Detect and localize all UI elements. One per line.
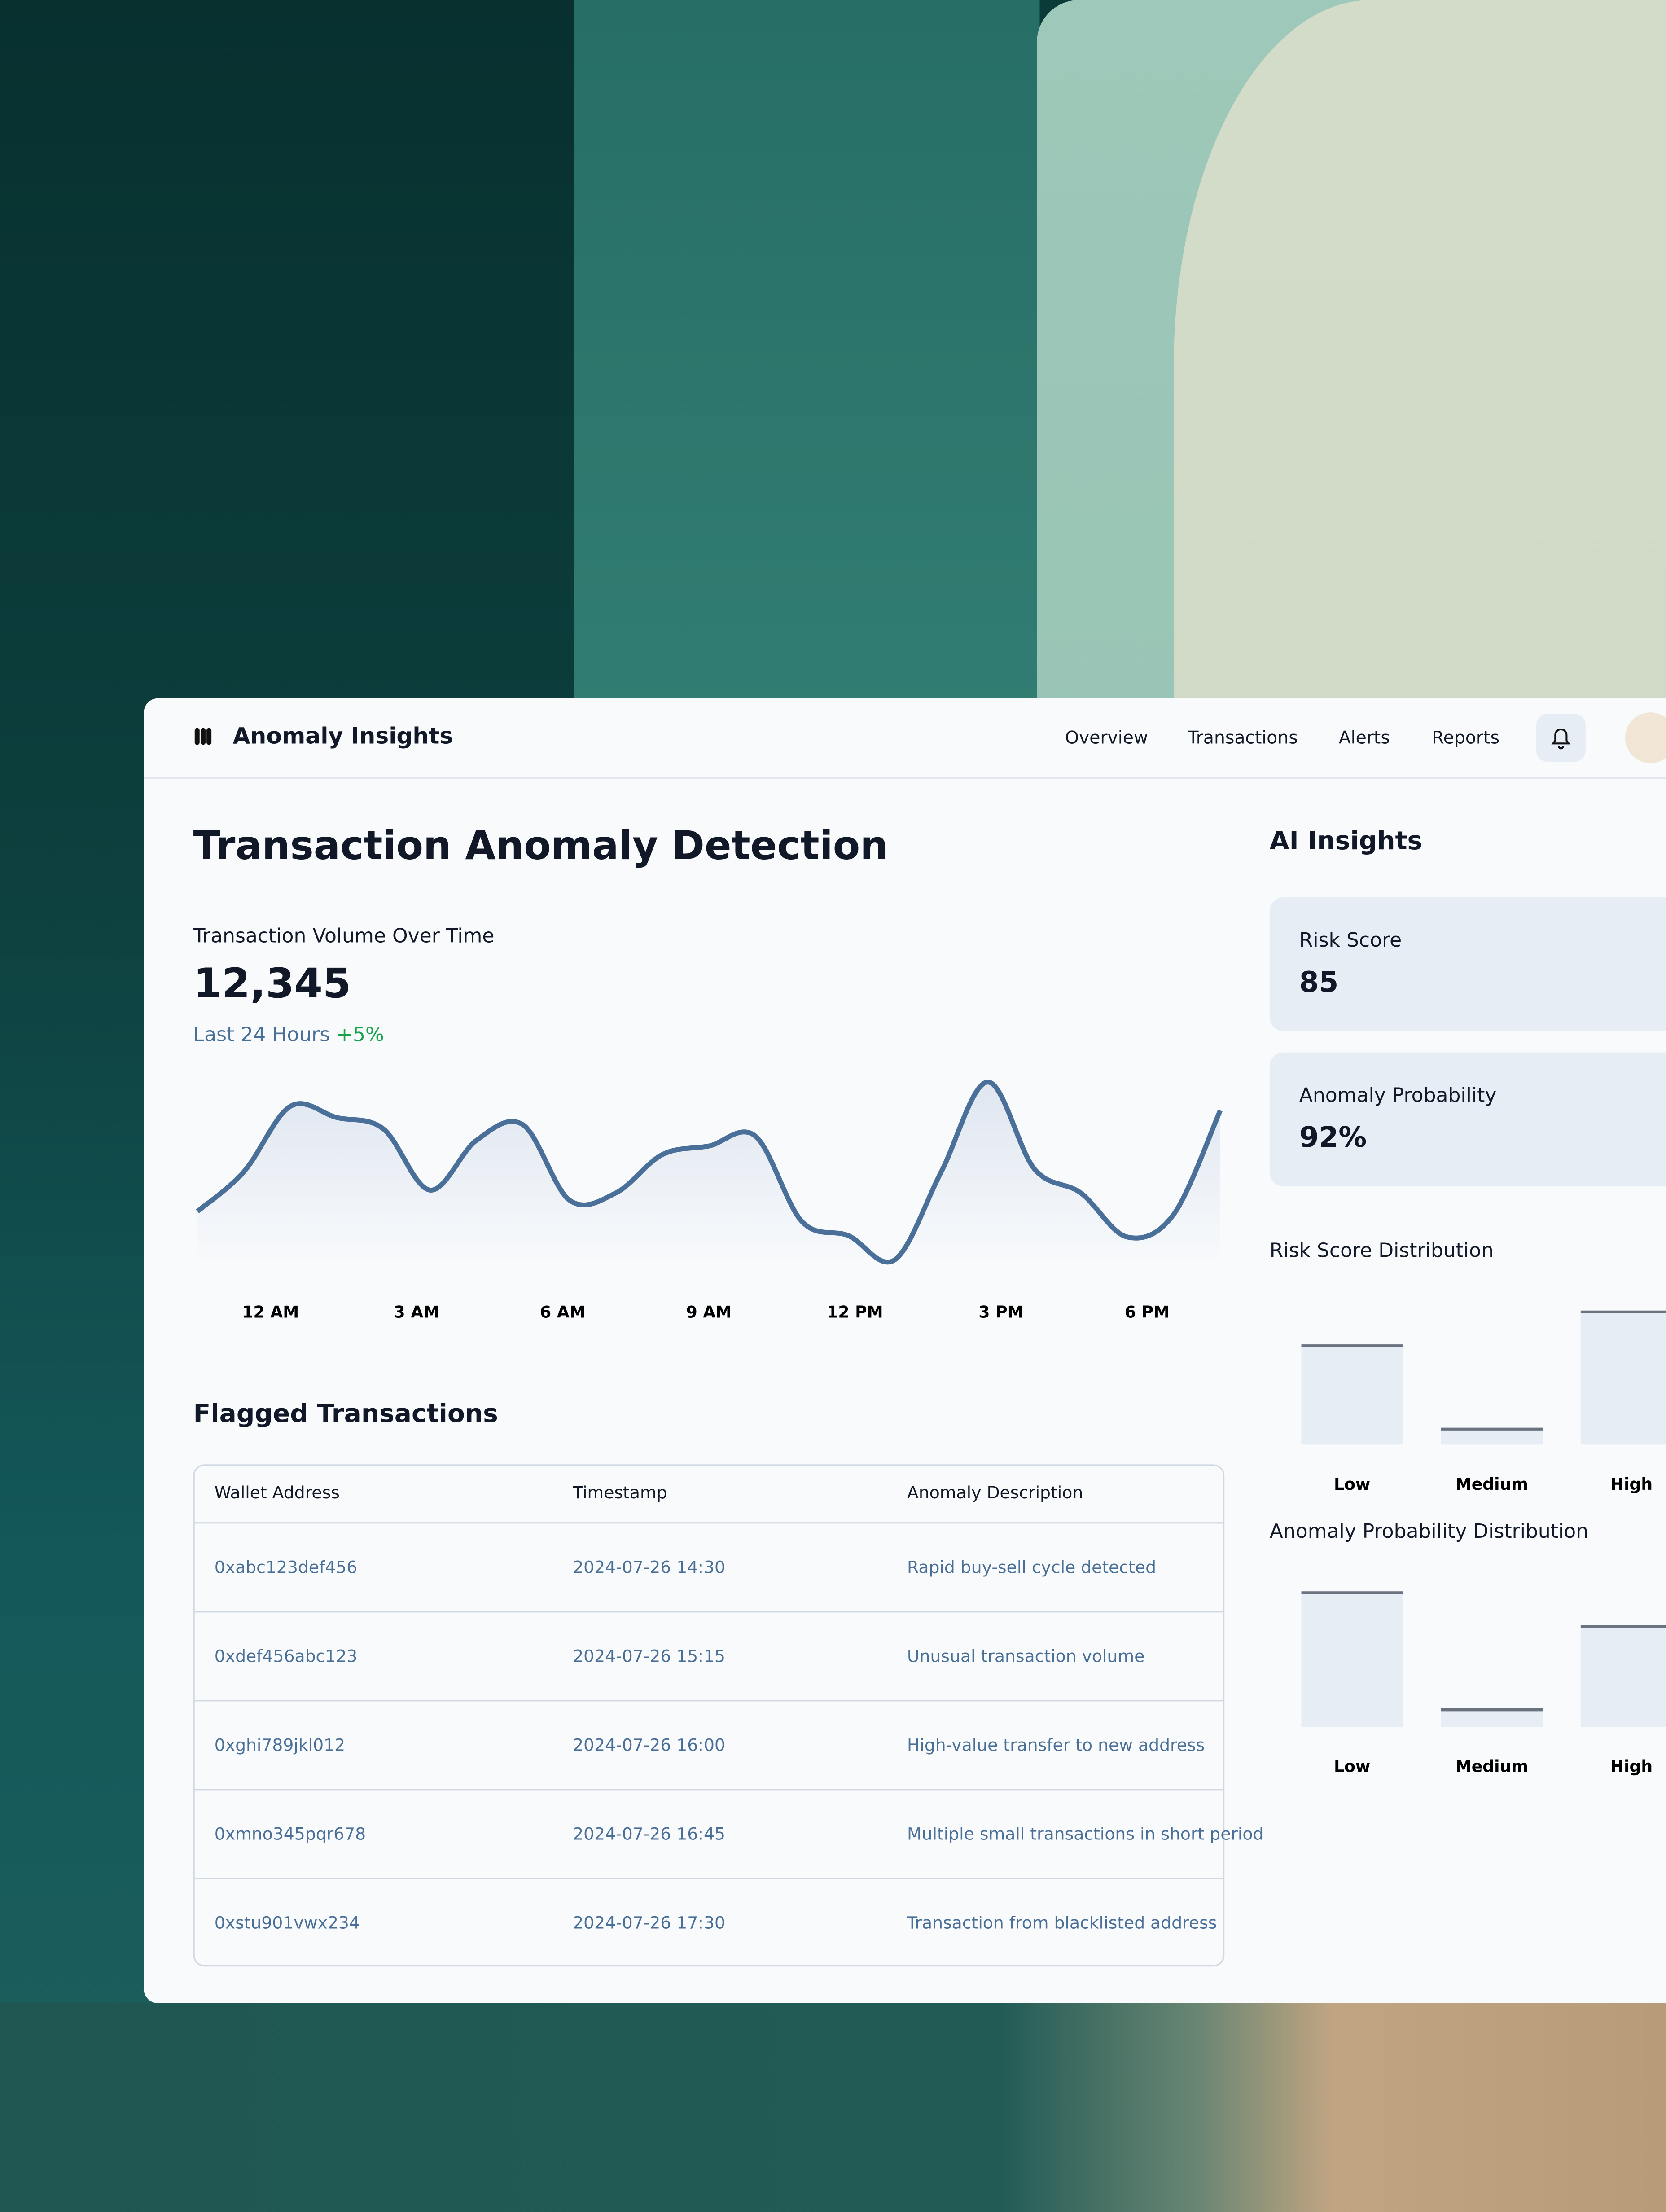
nav-item[interactable]: Reports bbox=[1432, 726, 1499, 748]
card-label: Risk Score bbox=[1299, 930, 1402, 952]
cell: High-value transfer to new address bbox=[907, 1734, 1205, 1755]
x-tick-label: Medium bbox=[1456, 1475, 1528, 1494]
x-tick-label: 3 PM bbox=[978, 1302, 1023, 1321]
x-tick-label: Low bbox=[1334, 1756, 1370, 1776]
bar bbox=[1301, 1346, 1403, 1445]
volume-period: Last 24 Hours +5% bbox=[193, 1024, 384, 1047]
volume-value: 12,345 bbox=[193, 959, 351, 1008]
cell: 2024-07-26 17:30 bbox=[573, 1912, 725, 1932]
nav-item[interactable]: Transactions bbox=[1188, 726, 1298, 748]
charts: 12 AM 3 AM 6 AM 9 AM 12 PM 3 PM 6 PM Low Medium H… bbox=[196, 1080, 1666, 1776]
cell: 0xdef456abc123 bbox=[214, 1646, 358, 1666]
bar bbox=[1441, 1710, 1543, 1727]
insight-card bbox=[1269, 1052, 1666, 1187]
bg-bottom bbox=[0, 2003, 1666, 2212]
cell: 2024-07-26 15:15 bbox=[573, 1646, 725, 1666]
cell: Rapid buy-sell cycle detected bbox=[907, 1557, 1157, 1577]
x-tick-label: 6 AM bbox=[540, 1302, 586, 1321]
bell-icon bbox=[1551, 728, 1571, 750]
column-header: Anomaly Description bbox=[907, 1483, 1083, 1503]
chart-title: Anomaly Probability Distribution bbox=[1269, 1521, 1589, 1544]
row-border bbox=[194, 1789, 1223, 1791]
cell: 2024-07-26 16:00 bbox=[573, 1734, 725, 1755]
insight-card bbox=[1269, 897, 1666, 1031]
x-tick-label: 6 PM bbox=[1125, 1302, 1170, 1321]
nav-item[interactable]: Alerts bbox=[1338, 726, 1390, 748]
column-header: Wallet Address bbox=[214, 1483, 340, 1503]
area bbox=[197, 1082, 1220, 1264]
card-label: Anomaly Probability bbox=[1299, 1084, 1497, 1108]
table-title: Flagged Transactions bbox=[193, 1399, 498, 1429]
brand: Anomaly Insights bbox=[232, 722, 453, 749]
cell: Transaction from blacklisted address bbox=[907, 1912, 1217, 1932]
cell: 0xabc123def456 bbox=[214, 1557, 358, 1577]
line bbox=[196, 1080, 1223, 1265]
x-tick-label: 12 PM bbox=[827, 1302, 883, 1321]
row-border bbox=[194, 1700, 1223, 1702]
logo bbox=[194, 728, 212, 745]
table: Wallet Address Timestamp Anomaly Descripti… bbox=[193, 1464, 1263, 1967]
x-tick-label: 12 AM bbox=[242, 1302, 299, 1321]
cell: Unusual transaction volume bbox=[907, 1646, 1145, 1666]
cell: 2024-07-26 14:30 bbox=[573, 1557, 725, 1577]
header-border bbox=[144, 777, 1666, 779]
card-value: 92% bbox=[1299, 1120, 1367, 1154]
cell: 0xstu901vwx234 bbox=[214, 1912, 360, 1932]
x-tick-label: High bbox=[1610, 1475, 1653, 1494]
bar bbox=[1580, 1312, 1666, 1445]
row-border bbox=[194, 1611, 1223, 1613]
cell: 0xghi789jkl012 bbox=[214, 1734, 346, 1755]
chart-title: Risk Score Distribution bbox=[1269, 1240, 1494, 1263]
bar bbox=[1580, 1626, 1666, 1727]
row-border bbox=[194, 1522, 1223, 1524]
avatar[interactable] bbox=[1625, 712, 1666, 764]
chart-title: Transaction Volume Over Time bbox=[193, 925, 495, 948]
x-tick-label: Low bbox=[1334, 1475, 1370, 1494]
x-tick-label: 3 AM bbox=[394, 1302, 440, 1321]
bell-button[interactable] bbox=[1536, 714, 1586, 762]
cell: 0xmno345pqr678 bbox=[214, 1823, 366, 1843]
bar bbox=[1441, 1429, 1543, 1445]
x-tick-label: 9 AM bbox=[686, 1302, 732, 1321]
row-border bbox=[194, 1878, 1223, 1879]
insights-title: AI Insights bbox=[1269, 826, 1423, 856]
period: Last 24 Hours bbox=[193, 1024, 330, 1047]
nav-item[interactable]: Overview bbox=[1065, 726, 1149, 748]
card-value: 85 bbox=[1299, 965, 1339, 999]
x-tick-label: Medium bbox=[1456, 1756, 1528, 1776]
bar bbox=[1301, 1593, 1403, 1727]
x-tick-label: High bbox=[1610, 1756, 1653, 1776]
change: +5% bbox=[336, 1024, 384, 1047]
dashboard-panel: Anomaly Insights Overview Transactions A… bbox=[144, 698, 1666, 2003]
cell: 2024-07-26 16:45 bbox=[573, 1823, 725, 1843]
column-header: Timestamp bbox=[573, 1483, 667, 1503]
page-title: Transaction Anomaly Detection bbox=[193, 822, 888, 869]
